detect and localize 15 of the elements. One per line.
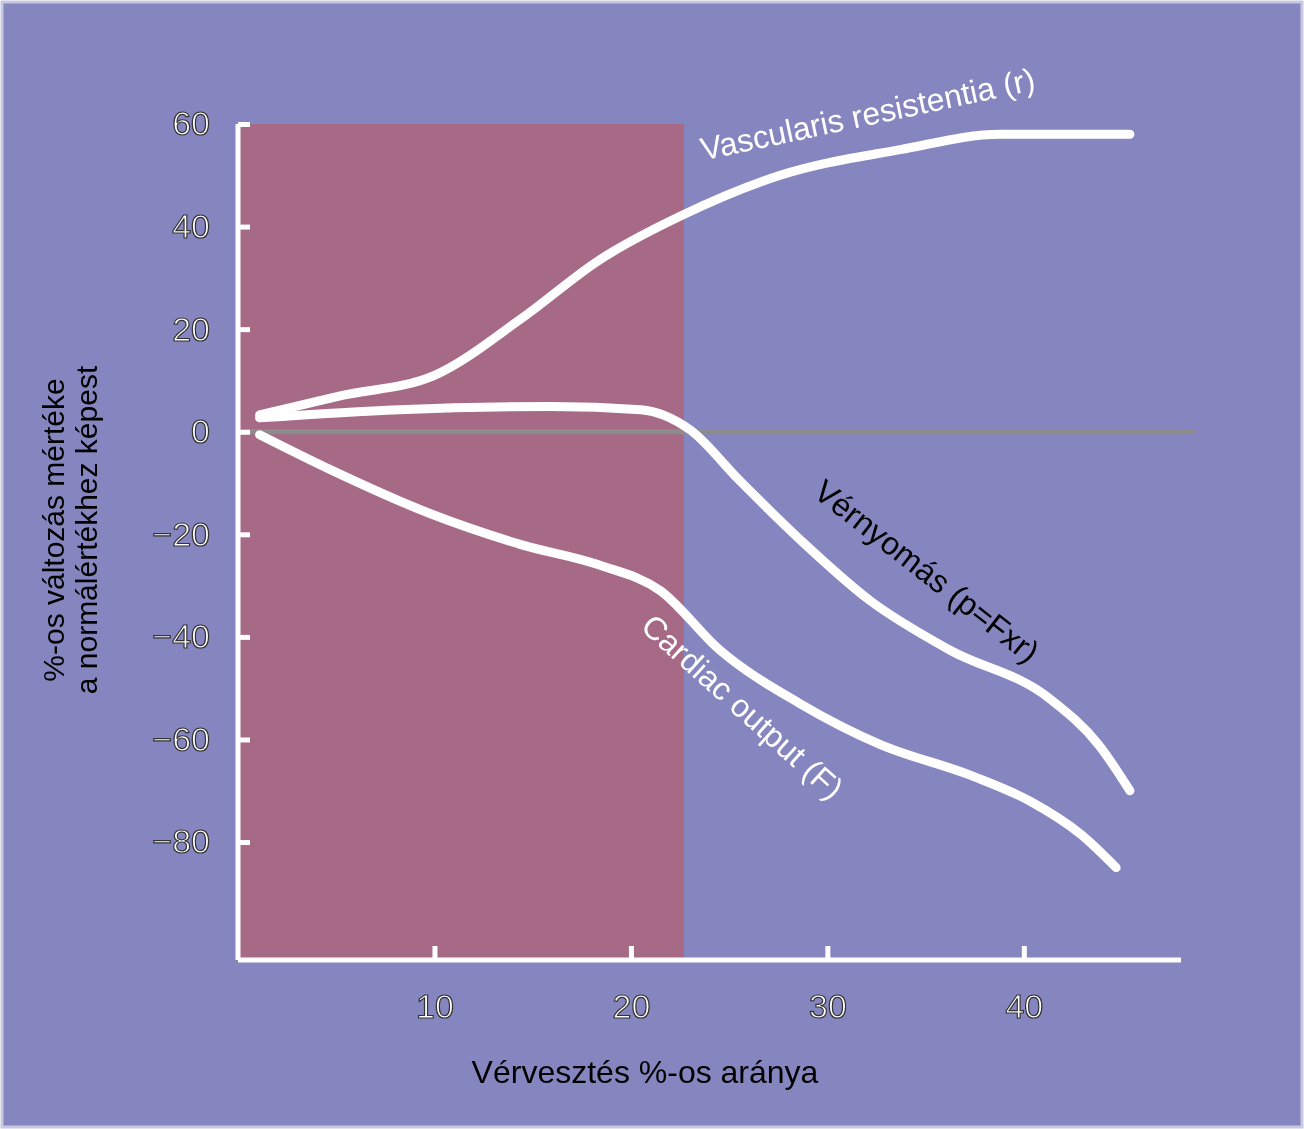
x-axis-title: Vérvesztés %-os aránya	[471, 1054, 819, 1090]
x-tick-label: 20	[612, 987, 651, 1026]
y-tick-label: 40	[172, 206, 210, 245]
x-tick-label: 10	[416, 987, 454, 1026]
text: Vascularis resistentia (r)	[697, 61, 1039, 168]
y-axis-title: %-os változás mértéke a normálértékhez képest	[37, 365, 103, 695]
y-tick-label: −80	[152, 822, 210, 861]
x-tick-label: 40	[1005, 987, 1044, 1026]
y-tick-label: −60	[152, 719, 210, 758]
x-tick-label: 30	[808, 987, 847, 1026]
y-tick-label: −20	[152, 514, 210, 553]
y-tick-label: 20	[172, 309, 210, 348]
y-tick-label: 0	[191, 412, 210, 451]
y-tick-label: 60	[172, 104, 210, 143]
y-tick-label: −40	[152, 617, 210, 656]
